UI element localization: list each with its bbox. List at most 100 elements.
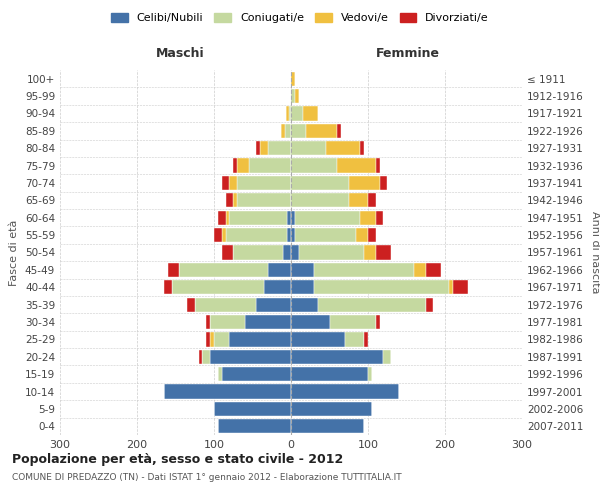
Bar bbox=[237, 158, 248, 172]
Bar bbox=[318, 298, 426, 312]
Bar bbox=[222, 246, 233, 260]
Bar bbox=[210, 332, 214, 346]
Bar bbox=[314, 280, 449, 294]
Bar bbox=[245, 315, 291, 329]
Bar bbox=[164, 384, 291, 398]
Bar bbox=[291, 176, 349, 190]
Bar bbox=[233, 246, 283, 260]
Bar bbox=[426, 263, 441, 277]
Bar bbox=[264, 280, 291, 294]
Bar bbox=[291, 315, 329, 329]
Text: Maschi: Maschi bbox=[155, 47, 205, 60]
Bar bbox=[287, 228, 291, 242]
Bar bbox=[291, 106, 302, 120]
Bar bbox=[376, 246, 391, 260]
Bar bbox=[368, 367, 372, 382]
Bar bbox=[291, 384, 399, 398]
Bar bbox=[226, 193, 233, 208]
Bar bbox=[349, 176, 380, 190]
Y-axis label: Anni di nascita: Anni di nascita bbox=[590, 211, 600, 294]
Bar bbox=[337, 158, 376, 172]
Bar bbox=[195, 298, 256, 312]
Bar bbox=[295, 228, 356, 242]
Bar bbox=[287, 210, 291, 225]
Bar bbox=[210, 350, 291, 364]
Bar bbox=[214, 402, 291, 416]
Bar bbox=[295, 89, 299, 103]
Bar bbox=[229, 332, 291, 346]
Bar bbox=[168, 263, 179, 277]
Bar bbox=[218, 419, 291, 434]
Bar bbox=[376, 158, 380, 172]
Bar bbox=[256, 141, 260, 156]
Bar bbox=[222, 228, 226, 242]
Bar bbox=[222, 367, 291, 382]
Bar bbox=[291, 419, 364, 434]
Text: COMUNE DI PREDAZZO (TN) - Dati ISTAT 1° gennaio 2012 - Elaborazione TUTTITALIA.I: COMUNE DI PREDAZZO (TN) - Dati ISTAT 1° … bbox=[12, 472, 401, 482]
Bar bbox=[295, 210, 360, 225]
Bar bbox=[368, 228, 376, 242]
Bar bbox=[360, 141, 364, 156]
Bar bbox=[376, 315, 380, 329]
Bar bbox=[291, 89, 295, 103]
Bar bbox=[291, 263, 314, 277]
Bar bbox=[206, 332, 210, 346]
Bar bbox=[187, 298, 195, 312]
Bar bbox=[291, 228, 295, 242]
Bar bbox=[337, 124, 341, 138]
Bar bbox=[291, 141, 326, 156]
Y-axis label: Fasce di età: Fasce di età bbox=[10, 220, 19, 286]
Text: Popolazione per età, sesso e stato civile - 2012: Popolazione per età, sesso e stato civil… bbox=[12, 452, 343, 466]
Bar bbox=[218, 367, 222, 382]
Bar bbox=[291, 72, 295, 86]
Bar bbox=[364, 246, 376, 260]
Bar bbox=[364, 332, 368, 346]
Bar bbox=[281, 124, 285, 138]
Bar bbox=[268, 263, 291, 277]
Bar bbox=[260, 141, 268, 156]
Bar bbox=[214, 228, 222, 242]
Bar bbox=[291, 298, 318, 312]
Bar bbox=[383, 350, 391, 364]
Text: Femmine: Femmine bbox=[376, 47, 440, 60]
Bar bbox=[299, 246, 364, 260]
Bar bbox=[268, 141, 291, 156]
Bar bbox=[172, 280, 264, 294]
Bar bbox=[414, 263, 426, 277]
Bar bbox=[248, 158, 291, 172]
Bar bbox=[237, 193, 291, 208]
Bar bbox=[291, 124, 307, 138]
Bar bbox=[229, 176, 237, 190]
Bar bbox=[291, 402, 372, 416]
Bar bbox=[302, 106, 318, 120]
Bar bbox=[376, 210, 383, 225]
Bar bbox=[291, 350, 383, 364]
Bar bbox=[380, 176, 387, 190]
Bar bbox=[291, 367, 368, 382]
Bar bbox=[368, 193, 376, 208]
Bar bbox=[360, 210, 376, 225]
Bar bbox=[329, 315, 376, 329]
Bar bbox=[179, 263, 268, 277]
Bar bbox=[206, 315, 210, 329]
Bar bbox=[314, 263, 414, 277]
Bar bbox=[226, 210, 229, 225]
Bar bbox=[291, 332, 345, 346]
Bar bbox=[202, 350, 210, 364]
Bar bbox=[291, 158, 337, 172]
Bar bbox=[164, 280, 172, 294]
Bar bbox=[214, 332, 229, 346]
Bar bbox=[291, 193, 349, 208]
Bar bbox=[256, 298, 291, 312]
Bar bbox=[289, 106, 291, 120]
Bar bbox=[449, 280, 453, 294]
Bar bbox=[233, 158, 237, 172]
Bar bbox=[453, 280, 468, 294]
Bar bbox=[349, 193, 368, 208]
Bar bbox=[229, 210, 287, 225]
Bar bbox=[286, 106, 289, 120]
Bar bbox=[345, 332, 364, 346]
Bar bbox=[226, 228, 287, 242]
Bar bbox=[291, 246, 299, 260]
Bar bbox=[326, 141, 360, 156]
